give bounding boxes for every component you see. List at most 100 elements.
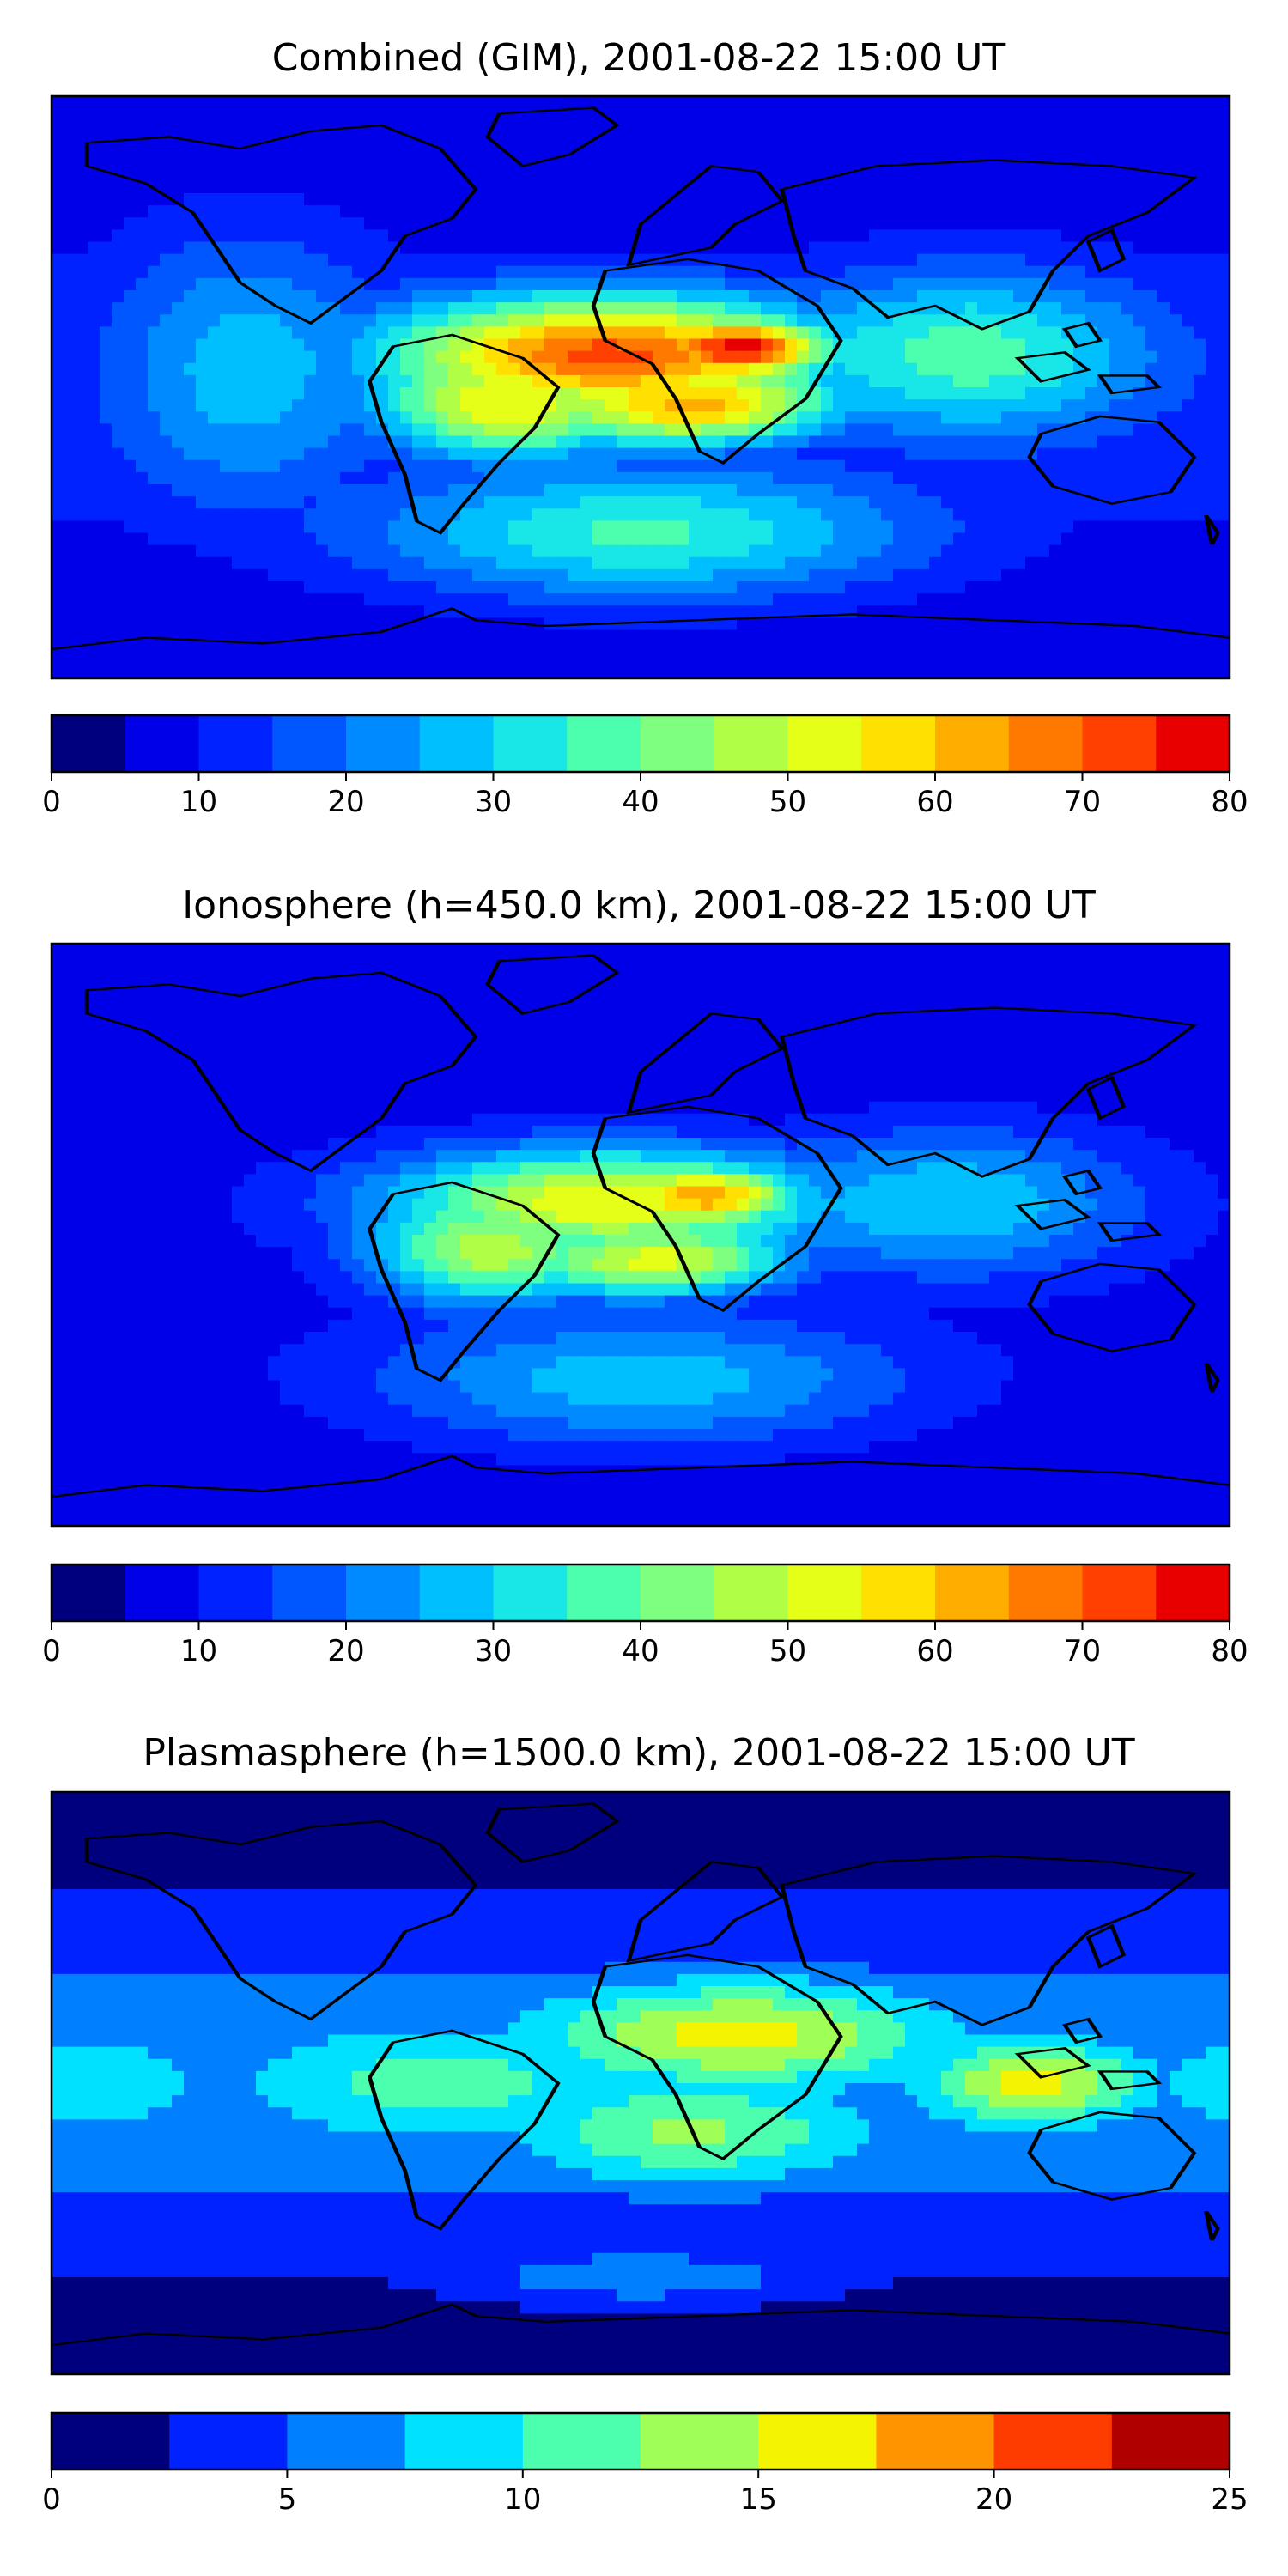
heatmap-cell (653, 944, 665, 957)
heatmap-cell (737, 496, 750, 509)
heatmap-cell (1145, 593, 1158, 606)
heatmap-cell (929, 399, 942, 412)
heatmap-cell (364, 314, 377, 327)
colorbar-swatch (861, 715, 936, 772)
heatmap-cell (677, 96, 690, 109)
heatmap-cell (833, 314, 846, 327)
heatmap-cell (1194, 556, 1206, 570)
heatmap-cell (1037, 168, 1050, 182)
heatmap-cell (965, 653, 978, 667)
heatmap-cell (1182, 326, 1194, 340)
heatmap-cell (617, 193, 629, 206)
heatmap-cell (641, 532, 653, 546)
heatmap-cell (881, 350, 894, 364)
heatmap-cell (989, 277, 1002, 291)
heatmap-cell (677, 496, 690, 509)
heatmap-cell (304, 374, 317, 388)
heatmap-cell (220, 641, 233, 655)
heatmap-cell (280, 362, 293, 376)
heatmap-cell (641, 641, 653, 655)
heatmap-cell (136, 641, 149, 655)
heatmap-cell (617, 229, 629, 243)
heatmap-cell (929, 362, 942, 376)
heatmap-cell (376, 241, 389, 255)
heatmap-cell (737, 338, 750, 352)
heatmap-cell (1049, 581, 1062, 594)
heatmap-cell (1085, 144, 1098, 158)
heatmap-cell (52, 423, 64, 437)
heatmap-cell (725, 568, 738, 582)
heatmap-cell (172, 277, 185, 291)
heatmap-cell (1157, 581, 1170, 594)
heatmap-cell (1218, 120, 1230, 133)
heatmap-cell (316, 447, 329, 461)
heatmap-cell (220, 241, 233, 255)
heatmap-cell (1157, 471, 1170, 485)
heatmap-cell (629, 144, 641, 158)
heatmap-cell (568, 484, 581, 497)
heatmap-cell (436, 411, 449, 424)
heatmap-cell (316, 593, 329, 606)
heatmap-cell (725, 338, 738, 352)
heatmap-cell (1121, 387, 1134, 400)
heatmap-cell (112, 435, 125, 449)
heatmap-cell (508, 581, 521, 594)
heatmap-cell (1121, 314, 1134, 327)
heatmap-cell (496, 581, 509, 594)
heatmap-cell (196, 423, 209, 437)
heatmap-cell (1170, 508, 1182, 521)
heatmap-cell (605, 944, 617, 957)
heatmap-cell (869, 532, 882, 546)
heatmap-cell (797, 338, 810, 352)
heatmap-cell (400, 193, 413, 206)
heatmap-cell (809, 956, 822, 969)
heatmap-cell (605, 217, 617, 230)
heatmap-cell (977, 362, 990, 376)
heatmap-cell (208, 520, 221, 534)
heatmap-cell (508, 144, 521, 158)
heatmap-cell (881, 399, 894, 412)
heatmap-cell (1085, 156, 1098, 170)
heatmap-cell (220, 544, 233, 558)
heatmap-cell (785, 617, 798, 631)
heatmap-cell (749, 496, 762, 509)
heatmap-cell (220, 532, 233, 546)
heatmap-cell (701, 496, 714, 509)
heatmap-cell (556, 423, 569, 437)
heatmap-cell (88, 968, 100, 981)
heatmap-cell (953, 944, 966, 957)
heatmap-cell (280, 471, 293, 485)
heatmap-cell (292, 496, 305, 509)
heatmap-cell (749, 362, 762, 376)
heatmap-cell (977, 253, 990, 267)
heatmap-cell (1085, 508, 1098, 521)
heatmap-cell (1109, 144, 1122, 158)
heatmap-cell (965, 132, 978, 146)
heatmap-cell (1049, 205, 1062, 218)
heatmap-cell (989, 581, 1002, 594)
heatmap-cell (580, 447, 593, 461)
heatmap-cell (532, 471, 545, 485)
heatmap-cell (496, 350, 509, 364)
heatmap-cell (316, 326, 329, 340)
heatmap-cell (532, 459, 545, 473)
heatmap-cell (424, 314, 437, 327)
heatmap-cell (472, 508, 485, 521)
heatmap-cell (1182, 387, 1194, 400)
heatmap-cell (953, 108, 966, 121)
heatmap-cell (617, 629, 629, 643)
heatmap-cell (1085, 96, 1098, 109)
heatmap-cell (1206, 302, 1218, 315)
heatmap-cell (376, 374, 389, 388)
heatmap-cell (292, 229, 305, 243)
heatmap-cell (556, 387, 569, 400)
heatmap-cell (629, 593, 641, 606)
heatmap-cell (833, 399, 846, 412)
heatmap-cell (1073, 302, 1086, 315)
heatmap-cell (64, 568, 76, 582)
heatmap-cell (484, 229, 497, 243)
heatmap-cell (1121, 496, 1134, 509)
heatmap-cell (1073, 144, 1086, 158)
heatmap-cell (64, 96, 76, 109)
heatmap-cell (160, 484, 173, 497)
